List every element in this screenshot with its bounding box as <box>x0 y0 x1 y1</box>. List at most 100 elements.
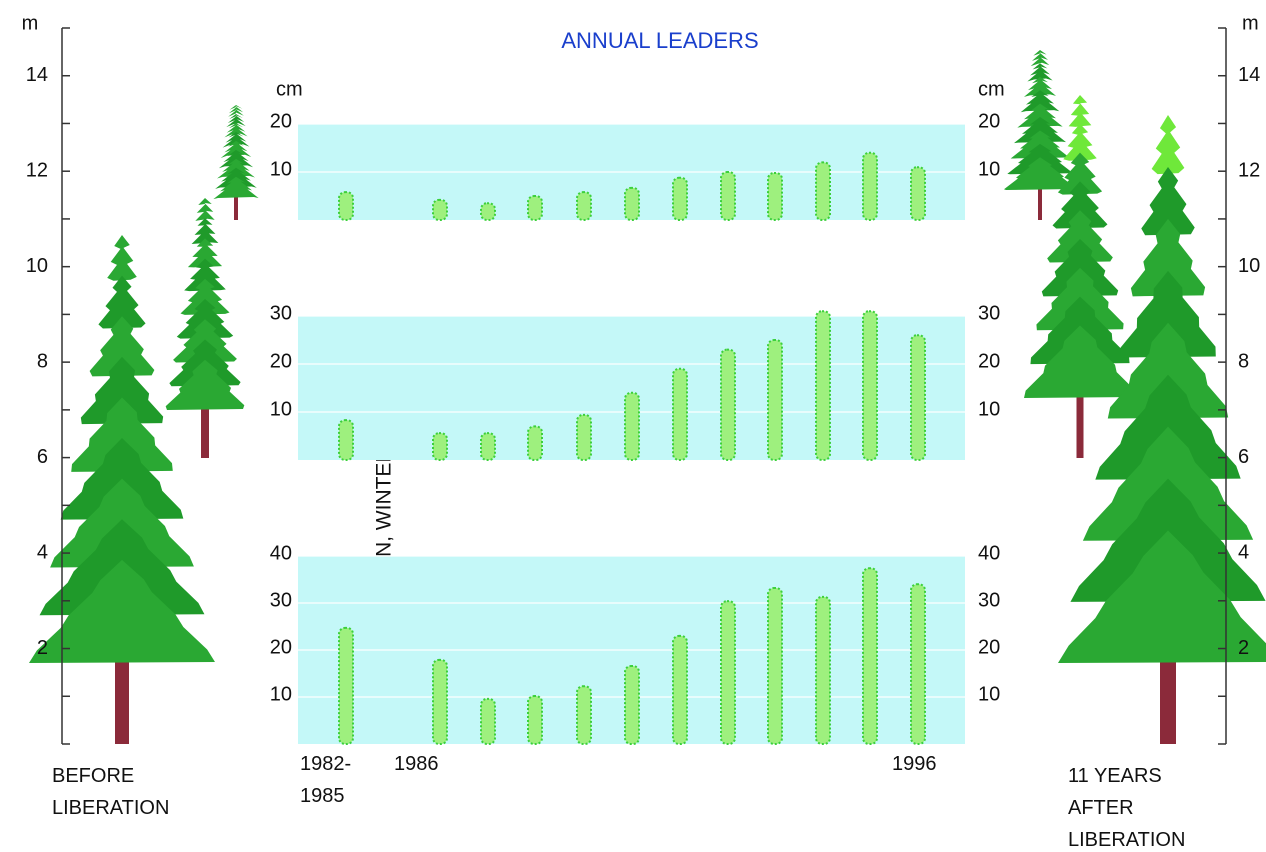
bar <box>527 425 543 461</box>
bar <box>910 583 926 746</box>
right-caption: 11 YEARS AFTER LIBERATION <box>1068 765 1186 851</box>
y-tick-label: 20 <box>270 350 292 372</box>
tree-foliage <box>191 218 219 244</box>
bar <box>720 171 736 221</box>
bar <box>576 413 592 462</box>
bar <box>338 419 354 462</box>
tree-foliage <box>1024 325 1136 398</box>
bar <box>624 391 640 461</box>
bar <box>767 339 783 461</box>
tree-foliage <box>1057 152 1103 195</box>
y-tick-label: 20 <box>270 110 292 132</box>
bar <box>767 171 783 222</box>
tree-foliage <box>1041 239 1119 297</box>
y-tick-label: 2 <box>37 637 48 659</box>
bar <box>862 310 878 462</box>
tree-foliage <box>1024 76 1056 97</box>
bar <box>862 567 878 745</box>
y-tick-label: 10 <box>978 158 1000 180</box>
x-tick-label: 1986 <box>394 753 439 775</box>
tree-trunk <box>1160 655 1176 744</box>
tree-trunk <box>115 655 129 744</box>
y-tick-label: 14 <box>26 64 48 86</box>
bar <box>576 191 592 222</box>
y-tick-label: 40 <box>978 542 1000 564</box>
y-tick-label: 10 <box>270 398 292 420</box>
y-tick-label: 20 <box>270 636 292 658</box>
tree-foliage <box>29 559 215 663</box>
y-tick-label: 20 <box>978 636 1000 658</box>
tree-foliage <box>228 105 244 117</box>
bar <box>480 202 496 221</box>
bar <box>910 166 926 221</box>
bar <box>432 658 448 745</box>
bar <box>862 151 878 221</box>
trees <box>29 50 1266 744</box>
bar <box>576 685 592 746</box>
tree-foliage <box>1020 90 1060 113</box>
bar <box>624 186 640 221</box>
bar <box>672 367 688 461</box>
x-tick-label: 1982-1985 <box>300 753 352 807</box>
x-tick-label: 1996 <box>892 753 937 775</box>
tree-foliage <box>1052 181 1108 229</box>
y-tick-label: 10 <box>270 158 292 180</box>
bar <box>432 198 448 221</box>
tree-foliage <box>224 122 248 138</box>
y-tick-label: 12 <box>26 159 48 181</box>
y-tick-label: 6 <box>1238 446 1249 468</box>
bar <box>527 695 543 745</box>
y-tick-label: 4 <box>1238 541 1249 563</box>
y-tick-label: 30 <box>270 302 292 324</box>
y-tick-label: 30 <box>978 589 1000 611</box>
tree-foliage <box>220 140 252 158</box>
y-axis-unit: cm <box>978 78 1005 100</box>
y-tick-label: 20 <box>978 350 1000 372</box>
tree-foliage <box>1017 103 1063 128</box>
y-tick-label: 40 <box>270 542 292 564</box>
y-tick-label: 8 <box>1238 350 1249 372</box>
bar <box>672 176 688 221</box>
tree-foliage <box>89 316 155 377</box>
tree-foliage <box>1130 218 1206 297</box>
bar <box>338 626 354 745</box>
left-caption: BEFORE LIBERATION <box>52 765 170 819</box>
tree-foliage <box>195 198 215 221</box>
bar <box>338 191 354 222</box>
tree-foliage <box>1030 50 1050 67</box>
tree-foliage <box>1004 157 1076 190</box>
tree-foliage <box>71 397 173 472</box>
tree-foliage <box>1068 95 1092 127</box>
tree-foliage <box>180 278 230 315</box>
tree-foliage <box>187 238 223 268</box>
bar <box>815 595 831 746</box>
tree-foliage <box>213 176 259 200</box>
y-tick-label: 2 <box>1238 637 1249 659</box>
tree-foliage <box>176 299 234 339</box>
tree-foliage <box>107 235 137 281</box>
tree-foliage <box>1141 166 1195 236</box>
tree-foliage <box>1058 530 1266 663</box>
tree-foliage <box>226 113 246 128</box>
axis-unit: m <box>1242 12 1259 34</box>
tree-foliage <box>80 356 164 425</box>
bar <box>527 195 543 221</box>
chart-title: ANNUAL LEADERS <box>561 28 758 53</box>
tree-trunk <box>1076 390 1084 458</box>
y-tick-label: 10 <box>270 683 292 705</box>
tree-foliage <box>1151 115 1185 175</box>
y-tick-label: 8 <box>37 350 48 372</box>
y-tick-label: 4 <box>37 541 48 563</box>
tree-foliage <box>1014 117 1066 144</box>
tree-foliage <box>98 275 146 329</box>
bar <box>480 697 496 746</box>
y-tick-label: 30 <box>978 302 1000 324</box>
tree-foliage <box>1047 210 1113 263</box>
y-tick-label: 14 <box>1238 64 1260 86</box>
tree-foliage <box>165 359 245 410</box>
tree-foliage <box>184 258 226 292</box>
tree-trunk <box>234 190 238 220</box>
y-tick-label: 10 <box>978 398 1000 420</box>
